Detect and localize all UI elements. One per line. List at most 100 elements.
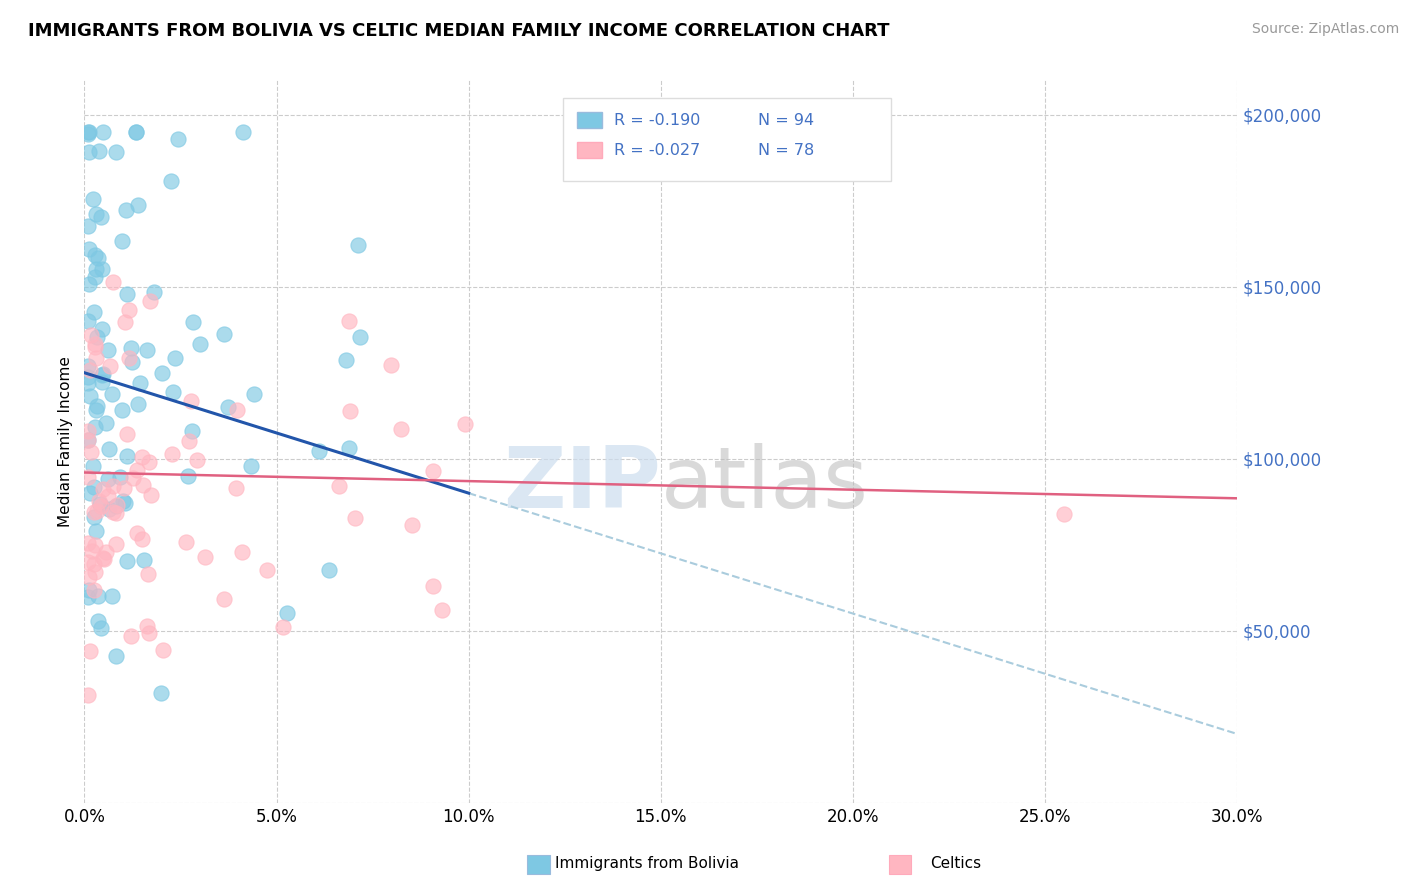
Point [180, 393, 202, 408]
Point [96, 545, 118, 559]
Point [186, 453, 208, 467]
Point [77, 424, 100, 438]
Point [77, 591, 100, 605]
Point [86, 329, 108, 343]
Text: R = -0.027: R = -0.027 [613, 143, 700, 158]
Point [104, 506, 127, 520]
Point [114, 203, 136, 218]
Point [117, 302, 139, 317]
Point [389, 422, 412, 436]
Y-axis label: Median Family Income: Median Family Income [58, 356, 73, 527]
Point [104, 499, 127, 513]
Point [127, 397, 149, 411]
Point [111, 493, 134, 508]
Point [125, 526, 148, 541]
Point [79, 328, 101, 343]
Point [97, 442, 120, 456]
Point [97, 472, 120, 486]
Point [79, 389, 101, 403]
Point [179, 434, 201, 449]
Point [84, 247, 107, 261]
Point [77, 242, 100, 256]
Point [162, 447, 184, 461]
Point [232, 125, 254, 139]
Point [120, 341, 142, 355]
Text: Source: ZipAtlas.com: Source: ZipAtlas.com [1251, 22, 1399, 37]
Point [91, 482, 114, 496]
Point [77, 583, 100, 598]
Point [84, 351, 107, 365]
Point [104, 145, 127, 159]
Point [84, 403, 107, 417]
Point [131, 532, 153, 546]
Point [83, 505, 105, 519]
Point [83, 337, 105, 351]
Point [335, 353, 357, 368]
Point [337, 314, 360, 328]
Text: Immigrants from Bolivia: Immigrants from Bolivia [555, 856, 738, 871]
Point [79, 485, 101, 500]
Point [79, 644, 101, 658]
Point [212, 326, 235, 341]
Point [454, 417, 477, 431]
Point [107, 499, 129, 513]
Point [84, 538, 107, 552]
Point [77, 433, 100, 447]
Point [1053, 507, 1076, 521]
Text: IMMIGRANTS FROM BOLIVIA VS CELTIC MEDIAN FAMILY INCOME CORRELATION CHART: IMMIGRANTS FROM BOLIVIA VS CELTIC MEDIAN… [28, 22, 890, 40]
Point [181, 315, 204, 329]
Point [349, 330, 371, 344]
Point [115, 450, 138, 464]
Point [105, 537, 128, 551]
Point [136, 567, 159, 582]
Point [105, 649, 128, 664]
Point [77, 219, 100, 233]
Point [139, 294, 162, 309]
Point [83, 304, 105, 318]
Point [77, 555, 100, 569]
Point [91, 125, 114, 139]
Point [83, 510, 105, 524]
Point [100, 387, 122, 401]
Point [112, 482, 135, 496]
Point [343, 511, 366, 525]
Point [86, 504, 108, 518]
Point [79, 277, 101, 291]
FancyBboxPatch shape [562, 98, 891, 181]
Point [111, 234, 134, 248]
Point [91, 368, 114, 382]
Point [101, 505, 124, 519]
Point [84, 261, 107, 276]
Point [347, 238, 370, 252]
Point [150, 367, 173, 381]
Point [135, 619, 157, 633]
Point [84, 565, 107, 579]
FancyBboxPatch shape [576, 112, 602, 128]
Text: R = -0.190: R = -0.190 [613, 112, 700, 128]
Point [77, 470, 100, 484]
FancyBboxPatch shape [576, 143, 602, 158]
Point [167, 132, 190, 146]
Point [77, 376, 100, 390]
Point [98, 359, 121, 373]
Point [86, 399, 108, 413]
Point [115, 427, 138, 442]
Point [87, 590, 110, 604]
Point [94, 416, 117, 430]
Text: ZIP: ZIP [503, 443, 661, 526]
Point [131, 450, 153, 464]
Point [77, 314, 100, 328]
Point [422, 464, 444, 478]
Point [90, 261, 112, 276]
Point [115, 554, 138, 568]
Point [134, 552, 156, 566]
Point [82, 459, 104, 474]
Point [243, 387, 266, 401]
Point [240, 458, 263, 473]
Point [226, 403, 249, 417]
Point [231, 545, 253, 559]
Point [127, 198, 149, 212]
Point [83, 269, 105, 284]
Point [114, 496, 136, 510]
Text: N = 94: N = 94 [758, 112, 814, 128]
